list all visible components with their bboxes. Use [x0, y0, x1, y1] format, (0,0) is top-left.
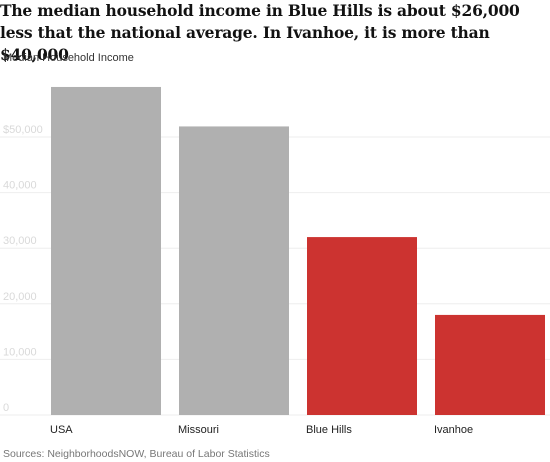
- x-category-label: Missouri: [178, 424, 219, 436]
- chart-subtitle: Median Household Income: [3, 52, 134, 64]
- y-tick-label: 20,000: [3, 291, 37, 303]
- bar-blue-hills: [307, 237, 417, 415]
- x-category-label: Blue Hills: [306, 424, 352, 436]
- x-category-label: Ivanhoe: [434, 424, 473, 436]
- bar-chart: 0 10,000 20,000 30,000 40,000 $50,000 USA Miss…: [0, 86, 550, 436]
- bar-missouri: [179, 126, 289, 415]
- bar-ivanhoe: [435, 314, 545, 415]
- chart-title: The median household income in Blue Hill…: [0, 1, 520, 64]
- y-tick-label: 0: [3, 402, 9, 414]
- y-tick-label: 10,000: [3, 346, 37, 358]
- source-note: Sources: NeighborhoodsNOW, Bureau of Lab…: [3, 448, 270, 460]
- bars: [51, 86, 545, 416]
- bar-usa: [51, 86, 161, 416]
- x-category-label: USA: [50, 424, 73, 436]
- y-tick-label: 40,000: [3, 180, 37, 192]
- x-axis-categories: USA Missouri Blue Hills Ivanhoe: [50, 424, 473, 436]
- y-tick-label: $50,000: [3, 124, 43, 136]
- y-tick-label: 30,000: [3, 235, 37, 247]
- y-axis-ticks: 0 10,000 20,000 30,000 40,000 $50,000: [3, 124, 43, 414]
